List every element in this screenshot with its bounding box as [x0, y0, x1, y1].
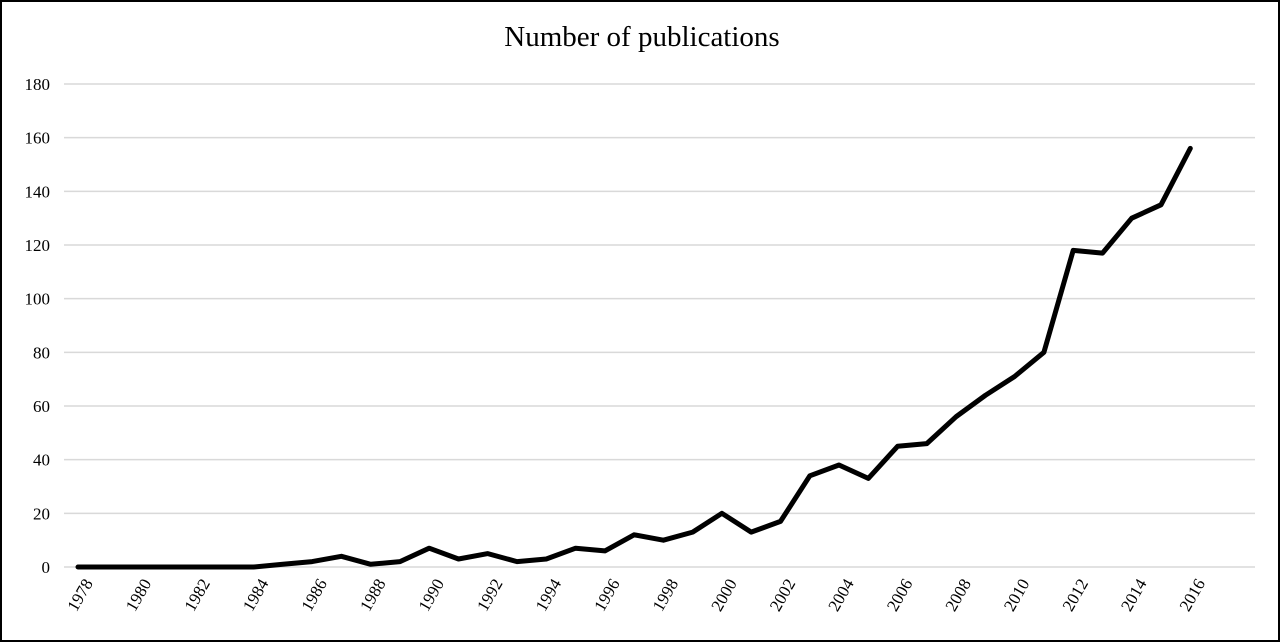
y-tick-label: 140: [25, 182, 51, 201]
x-tick-label: 2002: [766, 576, 799, 615]
x-tick-label: 1998: [649, 576, 682, 615]
y-tick-label: 160: [25, 129, 51, 148]
chart-title: Number of publications: [504, 21, 780, 53]
x-tick-label: 2014: [1117, 575, 1151, 614]
x-tick-label: 1982: [180, 576, 213, 615]
y-tick-label: 80: [33, 343, 50, 362]
x-tick-label: 2006: [883, 576, 916, 615]
x-tick-label: 1986: [298, 576, 331, 615]
y-tick-label: 60: [33, 397, 50, 416]
x-tick-label: 2008: [942, 576, 975, 615]
x-tick-label: 1984: [239, 575, 273, 614]
y-tick-label: 180: [25, 75, 51, 94]
y-tick-label: 120: [25, 236, 51, 255]
x-tick-label: 1996: [590, 576, 623, 615]
x-tick-label: 2016: [1176, 576, 1209, 615]
y-tick-label: 100: [25, 290, 51, 309]
x-tick-label: 1990: [415, 576, 448, 615]
y-tick-label: 0: [42, 558, 51, 577]
x-tick-label: 1994: [532, 575, 566, 614]
y-tick-label: 40: [33, 451, 50, 470]
x-tick-label: 2010: [1000, 576, 1033, 615]
x-tick-label: 2012: [1059, 576, 1092, 615]
x-tick-label: 2000: [707, 576, 740, 615]
series-line: [75, 145, 1193, 570]
x-tick-label: 1992: [473, 576, 506, 615]
x-tick-label: 2004: [824, 575, 858, 614]
y-tick-label: 20: [33, 504, 50, 523]
x-tick-label: 1980: [122, 576, 155, 615]
x-tick-label: 1978: [63, 576, 96, 615]
x-tick-label: 1988: [356, 576, 389, 615]
